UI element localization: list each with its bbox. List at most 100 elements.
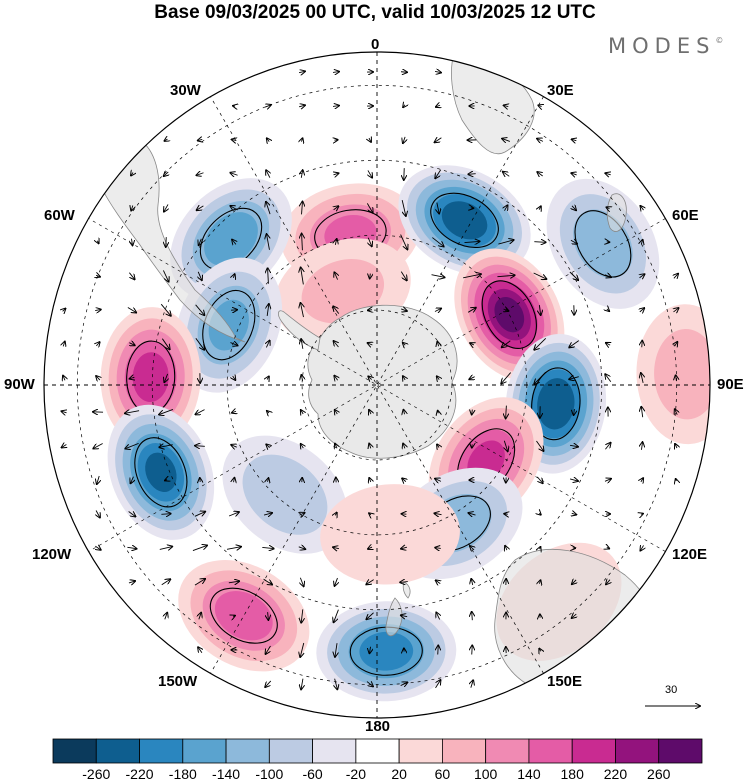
colorbar-swatch	[312, 738, 357, 764]
wind-vector	[301, 410, 303, 414]
land-layer	[99, 52, 655, 695]
colorbar-tick-label: 20	[391, 766, 407, 782]
wind-vector	[368, 376, 371, 379]
colorbar-swatch	[485, 738, 530, 764]
wind-vector	[472, 645, 473, 655]
colorbar-swatch	[139, 738, 184, 764]
wind-vector	[161, 338, 169, 350]
wind-vector	[570, 240, 577, 244]
lon-label-30e: 30E	[547, 82, 574, 99]
brand-logo: MODES©	[608, 34, 723, 58]
wind-vector	[93, 443, 103, 448]
wind-vector	[96, 275, 100, 276]
wind-vector	[335, 239, 336, 245]
wind-vector	[403, 136, 405, 143]
wind-vector	[130, 377, 135, 378]
parallel-circle	[151, 159, 603, 611]
wind-vector	[641, 478, 643, 482]
wind-vector	[368, 237, 372, 246]
wind-vector	[335, 410, 338, 414]
wind-vector	[232, 411, 236, 412]
wind-vector	[464, 241, 479, 242]
colorbar-tick-label: -20	[345, 766, 366, 782]
colorbar-swatch	[398, 738, 443, 764]
wind-vector	[234, 478, 235, 482]
meridian-line	[210, 96, 544, 674]
wind-vector	[537, 172, 542, 176]
colorbar-tick-label: 260	[647, 766, 671, 782]
wind-vector	[536, 440, 543, 451]
wind-vector	[403, 105, 405, 107]
wind-vector	[301, 339, 303, 349]
wind-vector	[435, 138, 442, 143]
anom-pos-west-level	[132, 352, 169, 402]
wind-vector	[434, 71, 441, 72]
colorbar-tick-label: -180	[168, 766, 197, 782]
wind-vector	[226, 547, 241, 550]
wind-vector	[267, 138, 269, 141]
wind-vector	[165, 139, 168, 141]
lon-label-120w: 120W	[32, 546, 72, 563]
wind-vector	[607, 309, 609, 311]
wind-vector	[572, 139, 577, 140]
wind-vector	[263, 579, 272, 584]
wind-vector	[437, 376, 439, 379]
wind-vector	[268, 612, 269, 620]
wind-vector	[641, 407, 642, 418]
wind-vector	[369, 646, 370, 653]
anom-neg-west	[175, 257, 283, 393]
wind-vector	[431, 275, 445, 278]
wind-vector	[161, 514, 170, 515]
wind-vector	[366, 612, 374, 619]
anom-neg-west-level	[208, 299, 249, 351]
colorbar-tick-label: 180	[560, 766, 584, 782]
wind-vector	[165, 613, 167, 620]
wind-vector	[436, 105, 440, 107]
wind-vector	[332, 72, 339, 73]
wind-vector	[434, 513, 442, 514]
anom-pos-south-level	[214, 591, 273, 641]
wind-vector	[159, 445, 173, 448]
wind-vector	[574, 408, 575, 415]
wind-vector	[301, 678, 303, 690]
wind-vector	[502, 139, 511, 142]
wind-vector	[198, 139, 203, 140]
wind-vector	[438, 411, 439, 414]
colorbar-swatch	[441, 738, 487, 764]
wind-vector	[502, 340, 511, 347]
wind-vector	[537, 139, 544, 142]
wind-vector	[63, 309, 66, 312]
wind-vector	[61, 411, 66, 413]
wind-vector	[63, 376, 65, 381]
wind-vector	[401, 547, 408, 549]
wind-vector	[267, 377, 269, 380]
wind-vector	[301, 170, 302, 178]
wind-vector	[472, 612, 473, 621]
colorbar-swatch	[571, 738, 616, 764]
wind-vector	[368, 343, 373, 345]
wind-vector	[369, 513, 371, 514]
wind-vector	[539, 206, 541, 209]
anom-pos-north-small-level	[301, 259, 385, 324]
wind-vector	[539, 304, 540, 315]
wind-vector	[469, 377, 474, 380]
wind-vector	[403, 343, 405, 345]
wind-vector	[536, 476, 542, 483]
wind-vector	[125, 411, 140, 414]
wind-vector	[195, 446, 205, 447]
colorbar-tick-label: -260	[82, 766, 111, 782]
wind-vector	[534, 337, 547, 349]
wind-vector	[435, 479, 442, 482]
wind-vector	[571, 173, 576, 175]
wind-vector	[368, 170, 372, 177]
wind-vector	[437, 202, 439, 214]
lon-label-150w: 150W	[158, 673, 198, 690]
wind-vector	[332, 106, 339, 107]
wind-vector	[266, 170, 270, 178]
wind-vector	[676, 479, 677, 481]
wind-vector	[572, 206, 576, 210]
wind-vector	[160, 303, 171, 316]
anom-neg-northeast-level	[441, 201, 488, 240]
wind-vector	[497, 275, 514, 276]
wind-vector	[606, 580, 610, 585]
